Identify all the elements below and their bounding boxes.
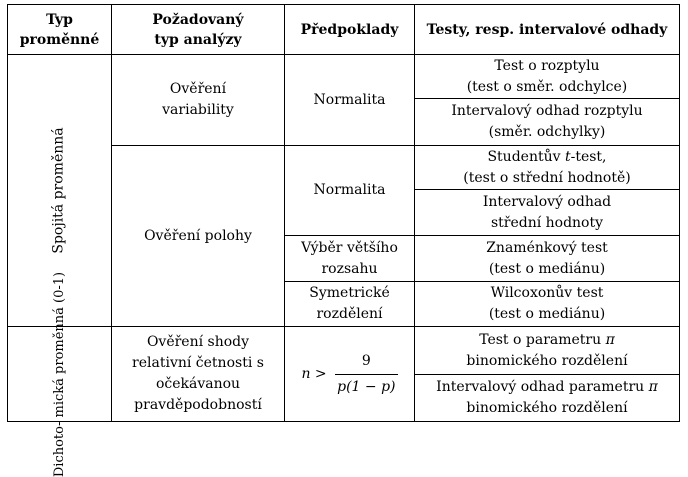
test-binomial-sub: binomického rozdělení <box>466 352 628 369</box>
assumption-large-sample: Výběr většího rozsahu <box>301 239 398 277</box>
rule-right <box>679 4 680 422</box>
rule-test-2 <box>414 189 680 190</box>
test-student-t-sub: (test o střední hodnotě) <box>463 169 631 186</box>
rule-assumption-2 <box>284 281 680 282</box>
test-sign: Znaménkový test (test o mediánu) <box>486 239 608 277</box>
test-student-t-title: Studentův t-test, <box>487 147 606 168</box>
rule-header <box>7 54 680 55</box>
test-student-t: Studentův t-test, (test o střední hodnot… <box>415 146 679 189</box>
analysis-proportion: Ověření shody relativní četnosti s očeká… <box>132 334 264 413</box>
test-binomial-title: Test o parametru π <box>479 330 615 351</box>
group-dichotomous-label: Dichoto- mická proměnná (0-1) <box>52 271 68 477</box>
rule-assumption-1 <box>284 235 680 236</box>
rule-analysis <box>111 145 680 146</box>
interval-mean: Intervalový odhad střední hodnoty <box>482 193 612 231</box>
condition-lhs: n > <box>301 365 332 382</box>
rule-col3 <box>414 4 415 422</box>
analysis-location: Ověření polohy <box>144 227 252 244</box>
rule-top <box>7 4 680 5</box>
group-dichotomous: Dichoto- mická proměnná (0-1) <box>8 271 111 476</box>
analysis-variability: Ověření variability <box>162 81 234 118</box>
param-test-pi: π <box>605 331 615 348</box>
interval-variance: Intervalový odhad rozptylu (směr. odchyl… <box>451 103 643 140</box>
param-interval-pi: π <box>648 379 658 395</box>
test-variance: Test o rozptylu (test o směr. odchylce) <box>466 57 628 95</box>
assumption-symmetric: Symetrické rozdělení <box>309 285 390 322</box>
rule-test-3 <box>414 374 680 375</box>
test-wilcoxon: Wilcoxonův test (test o mediánu) <box>488 285 606 322</box>
assumption-normality-location: Normalita <box>313 182 386 198</box>
rule-test-1 <box>414 98 680 99</box>
condition-denominator: p(1 − p) <box>335 373 398 398</box>
interval-binomial-title: Intervalový odhad parametru π <box>436 377 658 398</box>
t-test-suffix: -test, <box>570 148 607 165</box>
interval-binomial-sub: binomického rozdělení <box>466 400 628 416</box>
assumption-normality-variability: Normalita <box>313 91 386 108</box>
param-interval-prefix: Intervalový odhad parametru <box>436 379 649 395</box>
header-tests: Testy, resp. intervalové odhady <box>426 21 668 38</box>
group-continuous-label: Spojitá proměnná <box>51 127 67 254</box>
param-test-prefix: Test o parametru <box>479 331 606 348</box>
t-test-prefix: Studentův <box>487 148 565 165</box>
test-binomial-parameter: Test o parametru π binomického rozdělení <box>415 327 679 374</box>
header-analysis-type: Požadovaný typ analýzy <box>152 11 244 48</box>
rule-group <box>7 326 680 327</box>
rule-bottom <box>7 421 680 422</box>
header-variable-type: Typ proměnné <box>19 11 100 48</box>
interval-binomial-parameter: Intervalový odhad parametru π binomickéh… <box>415 375 679 421</box>
t-test-symbol: t <box>564 148 571 165</box>
condition-numerator: 9 <box>361 352 371 369</box>
rule-col1 <box>111 4 112 422</box>
rule-col2 <box>284 4 285 422</box>
rule-left <box>7 4 8 422</box>
condition-fraction: 9 p(1 − p) <box>335 351 398 398</box>
assumption-sample-size-condition: n > 9 p(1 − p) <box>285 327 414 421</box>
header-assumptions: Předpoklady <box>300 21 399 38</box>
